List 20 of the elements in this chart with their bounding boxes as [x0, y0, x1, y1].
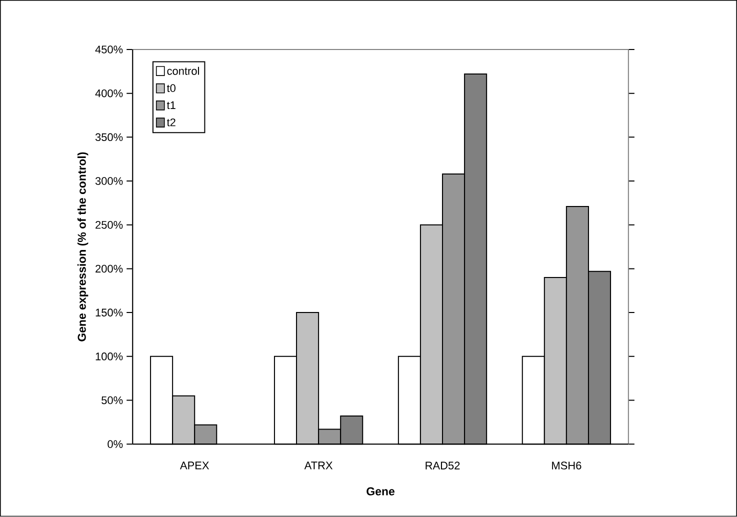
- x-tick-label: APEX: [180, 462, 210, 470]
- legend-label: t0: [166, 84, 176, 92]
- legend-label: t1: [166, 102, 176, 110]
- x-axis-title: Gene: [366, 487, 394, 496]
- x-tick-label: ATRX: [304, 462, 333, 470]
- y-tick-label: 50%: [102, 396, 123, 404]
- y-tick-label: 150%: [96, 308, 123, 317]
- y-tick-label: 300%: [95, 177, 123, 186]
- x-tick-label: MSH6: [552, 462, 582, 470]
- x-tick-label: RAD52: [426, 462, 460, 470]
- y-axis-title: Gene expression (% of the control): [77, 152, 88, 342]
- y-tick-label: 450%: [95, 46, 123, 54]
- y-tick-label: 0%: [108, 440, 123, 448]
- y-tick-label: 200%: [96, 265, 123, 273]
- y-tick-label: 250%: [96, 221, 123, 229]
- y-tick-label: 400%: [95, 90, 123, 98]
- y-tick-label: 350%: [95, 133, 123, 142]
- y-tick-label: 100%: [96, 352, 123, 360]
- legend-label: t2: [166, 118, 176, 126]
- legend-label: control: [167, 67, 199, 76]
